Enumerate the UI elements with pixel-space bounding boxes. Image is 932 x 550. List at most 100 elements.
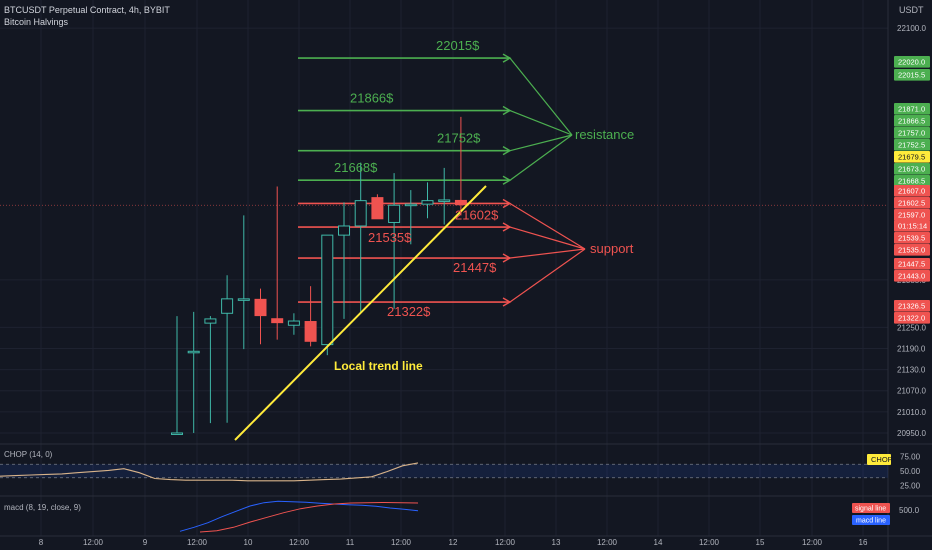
chop-tag-text: CHOP xyxy=(871,455,893,464)
chop-pane: CHOP (14, 0) 75.00 50.00 25.00 CHOP xyxy=(0,450,921,490)
candle-body xyxy=(221,298,234,314)
price-badge-text: 21607.0 xyxy=(898,187,925,196)
symbol-title[interactable]: BTCUSDT Perpetual Contract, 4h, BYBIT xyxy=(4,5,170,15)
price-badge-text: 21443.0 xyxy=(898,272,925,281)
chop-tick: 25.00 xyxy=(900,481,921,490)
price-badge xyxy=(894,115,930,127)
price-badge-text: 21752.5 xyxy=(898,141,925,150)
time-tick: 15 xyxy=(756,538,765,547)
price-badge-text: 22015.5 xyxy=(898,71,925,80)
price-badge-text: 21597.0 xyxy=(898,211,925,220)
trend-line: Local trend line xyxy=(234,185,487,441)
price-badge xyxy=(894,232,930,244)
price-badge xyxy=(894,163,930,175)
resistance-connector xyxy=(509,57,573,136)
time-tick: 13 xyxy=(552,538,561,547)
time-tick: 11 xyxy=(346,538,355,547)
resistance-connector xyxy=(509,134,573,152)
macd-pane: macd (8, 19, close, 9) 500.0 signal line ma… xyxy=(4,500,920,533)
price-badge xyxy=(894,69,930,81)
candle-body xyxy=(371,197,384,220)
time-tick: 12:00 xyxy=(495,538,516,547)
resistance-label: 21752$ xyxy=(437,131,481,146)
chop-label: CHOP (14, 0) xyxy=(4,450,53,459)
price-badge-text: 21322.0 xyxy=(898,314,925,323)
time-tick: 10 xyxy=(244,538,253,547)
time-tick: 8 xyxy=(39,538,44,547)
support-label: 21602$ xyxy=(455,207,499,222)
price-badge-text: 21535.0 xyxy=(898,246,925,255)
time-tick: 14 xyxy=(654,538,663,547)
candle-body xyxy=(187,350,200,354)
price-badge xyxy=(894,258,930,270)
level-labels: 22015$ 21866$ 21752$ 21668$ 21602$ 21535$ 2144… xyxy=(334,38,634,319)
chop-line xyxy=(0,462,419,482)
time-tick: 16 xyxy=(859,538,868,547)
trend-line-label: Local trend line xyxy=(334,359,423,373)
time-axis[interactable]: 8 12:00 9 12:00 10 12:00 11 12:00 12 12:00 13 12:00… xyxy=(39,538,868,547)
candle-body xyxy=(287,320,300,326)
price-badge xyxy=(894,220,930,232)
time-tick: 9 xyxy=(143,538,148,547)
price-badge-text: 21673.0 xyxy=(898,165,925,174)
candle-body xyxy=(338,225,350,236)
price-badge xyxy=(894,270,930,282)
candle-body xyxy=(421,200,434,205)
support-label: 21447$ xyxy=(453,260,497,275)
time-tick: 12:00 xyxy=(289,538,310,547)
price-badge-text: 21866.5 xyxy=(898,117,925,126)
support-connector xyxy=(509,248,586,259)
candle-body xyxy=(254,298,267,317)
candle-body xyxy=(454,199,467,206)
time-tick: 12 xyxy=(449,538,458,547)
price-badge-text: 21757.0 xyxy=(898,129,925,138)
candle-body xyxy=(321,234,334,346)
price-badge xyxy=(894,103,930,115)
price-badge xyxy=(894,127,930,139)
indicator-title[interactable]: Bitcoin Halvings xyxy=(4,17,69,27)
price-tick: 21190.0 xyxy=(897,344,926,353)
macd-line-tag-text: macd line xyxy=(856,518,886,525)
price-tick: 22100.0 xyxy=(897,24,926,33)
macd-label: macd (8, 19, close, 9) xyxy=(4,503,81,512)
price-badge xyxy=(894,209,930,221)
price-badges: 22020.0 22015.5 21871.0 21866.5 21757.0 21752… xyxy=(894,56,930,324)
resistance-label: 22015$ xyxy=(436,38,480,53)
support-annotation: support xyxy=(590,241,634,256)
macd-line xyxy=(179,500,419,532)
price-tick: 21010.0 xyxy=(897,408,926,417)
time-tick: 12:00 xyxy=(597,538,618,547)
candle-body xyxy=(204,318,217,324)
candle-body xyxy=(271,318,284,324)
candle-body xyxy=(438,199,451,202)
chop-tag xyxy=(867,454,891,465)
level-lines xyxy=(298,53,586,307)
chop-tick: 50.00 xyxy=(900,467,921,476)
price-badge-text: 21871.0 xyxy=(898,105,925,114)
candle-body xyxy=(388,204,401,223)
resistance-label: 21866$ xyxy=(350,91,394,106)
price-badge xyxy=(894,185,930,197)
price-badge xyxy=(894,312,930,324)
chop-band xyxy=(0,464,888,478)
price-badge xyxy=(894,197,930,209)
price-badge xyxy=(894,139,930,151)
resistance-label: 21668$ xyxy=(334,160,378,175)
price-badge xyxy=(894,151,930,163)
price-badge xyxy=(894,175,930,187)
price-tick: 21130.0 xyxy=(897,366,926,375)
candles xyxy=(171,116,467,435)
chop-tick: 75.00 xyxy=(900,453,921,462)
candle-body xyxy=(304,321,317,342)
support-connector xyxy=(509,248,586,303)
signal-line-tag-text: signal line xyxy=(855,506,886,513)
price-badge xyxy=(894,244,930,256)
signal-line-tag xyxy=(852,503,890,513)
time-tick: 12:00 xyxy=(699,538,720,547)
price-badge xyxy=(894,56,930,68)
price-tick: 20950.0 xyxy=(897,429,926,438)
price-badge-text: 21539.5 xyxy=(898,234,925,243)
